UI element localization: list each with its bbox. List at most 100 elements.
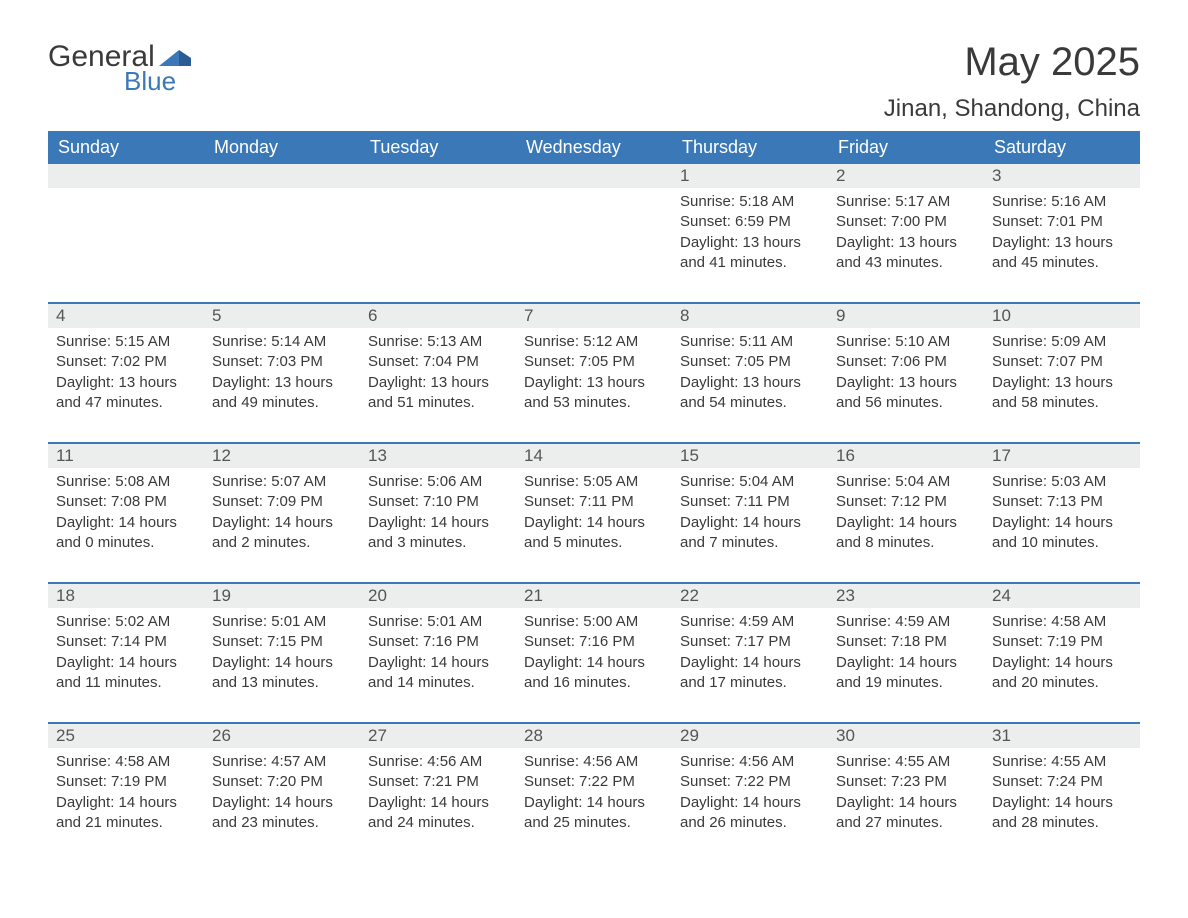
day-number: 19: [204, 583, 360, 608]
sunrise-line: Sunrise: 4:56 AM: [368, 752, 508, 772]
daylight-line-2: and 47 minutes.: [56, 393, 196, 413]
day-info-cell: Sunrise: 5:01 AMSunset: 7:15 PMDaylight:…: [204, 608, 360, 701]
daylight-line-1: Daylight: 14 hours: [680, 793, 820, 813]
day-number: 13: [360, 443, 516, 468]
daylight-line-2: and 58 minutes.: [992, 393, 1132, 413]
day-info-row: Sunrise: 5:08 AMSunset: 7:08 PMDaylight:…: [48, 468, 1140, 561]
daylight-line-1: Daylight: 14 hours: [836, 793, 976, 813]
sunset-line: Sunset: 7:03 PM: [212, 352, 352, 372]
sunrise-line: Sunrise: 5:04 AM: [680, 472, 820, 492]
daylight-line-1: Daylight: 13 hours: [368, 373, 508, 393]
daylight-line-2: and 17 minutes.: [680, 673, 820, 693]
daylight-line-2: and 21 minutes.: [56, 813, 196, 833]
day-info-row: Sunrise: 5:18 AMSunset: 6:59 PMDaylight:…: [48, 188, 1140, 281]
day-info-cell: Sunrise: 5:09 AMSunset: 7:07 PMDaylight:…: [984, 328, 1140, 421]
day-info-cell: Sunrise: 4:55 AMSunset: 7:24 PMDaylight:…: [984, 748, 1140, 841]
day-info-cell: Sunrise: 5:01 AMSunset: 7:16 PMDaylight:…: [360, 608, 516, 701]
empty-day-info: [360, 188, 516, 281]
sunset-line: Sunset: 7:02 PM: [56, 352, 196, 372]
day-header-tuesday: Tuesday: [360, 131, 516, 164]
day-info-row: Sunrise: 4:58 AMSunset: 7:19 PMDaylight:…: [48, 748, 1140, 841]
day-number-row: 18192021222324: [48, 583, 1140, 608]
daylight-line-1: Daylight: 13 hours: [680, 233, 820, 253]
sunset-line: Sunset: 7:22 PM: [680, 772, 820, 792]
sunset-line: Sunset: 7:09 PM: [212, 492, 352, 512]
spacer-cell: [48, 281, 1140, 303]
page-header: General Blue May 2025 Jinan, Shandong, C…: [48, 40, 1140, 123]
day-number: 31: [984, 723, 1140, 748]
sunset-line: Sunset: 7:19 PM: [992, 632, 1132, 652]
daylight-line-2: and 0 minutes.: [56, 533, 196, 553]
daylight-line-2: and 43 minutes.: [836, 253, 976, 273]
sunset-line: Sunset: 7:07 PM: [992, 352, 1132, 372]
sunset-line: Sunset: 6:59 PM: [680, 212, 820, 232]
daylight-line-1: Daylight: 14 hours: [56, 513, 196, 533]
day-number: 23: [828, 583, 984, 608]
daylight-line-2: and 26 minutes.: [680, 813, 820, 833]
calendar-day-header: Sunday Monday Tuesday Wednesday Thursday…: [48, 131, 1140, 164]
daylight-line-1: Daylight: 13 hours: [992, 373, 1132, 393]
sunrise-line: Sunrise: 5:12 AM: [524, 332, 664, 352]
day-number: 8: [672, 303, 828, 328]
day-number: 15: [672, 443, 828, 468]
day-number: 3: [984, 164, 1140, 188]
sunrise-line: Sunrise: 4:57 AM: [212, 752, 352, 772]
sunset-line: Sunset: 7:01 PM: [992, 212, 1132, 232]
day-info-cell: Sunrise: 4:56 AMSunset: 7:21 PMDaylight:…: [360, 748, 516, 841]
daylight-line-1: Daylight: 14 hours: [368, 653, 508, 673]
daylight-line-2: and 13 minutes.: [212, 673, 352, 693]
day-header-monday: Monday: [204, 131, 360, 164]
day-info-cell: Sunrise: 4:56 AMSunset: 7:22 PMDaylight:…: [672, 748, 828, 841]
sunset-line: Sunset: 7:20 PM: [212, 772, 352, 792]
sunset-line: Sunset: 7:11 PM: [680, 492, 820, 512]
daylight-line-1: Daylight: 14 hours: [368, 793, 508, 813]
sunrise-line: Sunrise: 5:08 AM: [56, 472, 196, 492]
sunrise-line: Sunrise: 5:16 AM: [992, 192, 1132, 212]
sunrise-line: Sunrise: 5:01 AM: [368, 612, 508, 632]
sunset-line: Sunset: 7:23 PM: [836, 772, 976, 792]
sunset-line: Sunset: 7:22 PM: [524, 772, 664, 792]
sunset-line: Sunset: 7:19 PM: [56, 772, 196, 792]
day-info-cell: Sunrise: 4:58 AMSunset: 7:19 PMDaylight:…: [48, 748, 204, 841]
daylight-line-2: and 11 minutes.: [56, 673, 196, 693]
sunrise-line: Sunrise: 5:03 AM: [992, 472, 1132, 492]
sunrise-line: Sunrise: 4:55 AM: [992, 752, 1132, 772]
sunrise-line: Sunrise: 4:56 AM: [524, 752, 664, 772]
daylight-line-1: Daylight: 14 hours: [212, 653, 352, 673]
day-number: 27: [360, 723, 516, 748]
day-info-cell: Sunrise: 4:55 AMSunset: 7:23 PMDaylight:…: [828, 748, 984, 841]
sunrise-line: Sunrise: 5:02 AM: [56, 612, 196, 632]
daylight-line-1: Daylight: 13 hours: [836, 373, 976, 393]
day-number: 5: [204, 303, 360, 328]
empty-day-number: [360, 164, 516, 188]
daylight-line-2: and 19 minutes.: [836, 673, 976, 693]
logo: General Blue: [48, 40, 191, 97]
day-info-cell: Sunrise: 5:16 AMSunset: 7:01 PMDaylight:…: [984, 188, 1140, 281]
daylight-line-1: Daylight: 14 hours: [56, 653, 196, 673]
day-info-cell: Sunrise: 5:02 AMSunset: 7:14 PMDaylight:…: [48, 608, 204, 701]
daylight-line-1: Daylight: 14 hours: [680, 653, 820, 673]
day-number: 25: [48, 723, 204, 748]
day-number: 11: [48, 443, 204, 468]
daylight-line-1: Daylight: 14 hours: [368, 513, 508, 533]
daylight-line-1: Daylight: 14 hours: [56, 793, 196, 813]
sunrise-line: Sunrise: 5:18 AM: [680, 192, 820, 212]
day-header-thursday: Thursday: [672, 131, 828, 164]
empty-day-number: [204, 164, 360, 188]
sunset-line: Sunset: 7:14 PM: [56, 632, 196, 652]
day-number: 21: [516, 583, 672, 608]
daylight-line-1: Daylight: 14 hours: [524, 793, 664, 813]
sunset-line: Sunset: 7:13 PM: [992, 492, 1132, 512]
day-number: 6: [360, 303, 516, 328]
daylight-line-1: Daylight: 14 hours: [836, 653, 976, 673]
day-info-cell: Sunrise: 4:58 AMSunset: 7:19 PMDaylight:…: [984, 608, 1140, 701]
daylight-line-1: Daylight: 14 hours: [992, 653, 1132, 673]
sunrise-line: Sunrise: 4:56 AM: [680, 752, 820, 772]
day-number: 26: [204, 723, 360, 748]
sunrise-line: Sunrise: 4:55 AM: [836, 752, 976, 772]
sunset-line: Sunset: 7:12 PM: [836, 492, 976, 512]
day-info-cell: Sunrise: 5:10 AMSunset: 7:06 PMDaylight:…: [828, 328, 984, 421]
sunset-line: Sunset: 7:06 PM: [836, 352, 976, 372]
day-info-cell: Sunrise: 5:05 AMSunset: 7:11 PMDaylight:…: [516, 468, 672, 561]
daylight-line-2: and 10 minutes.: [992, 533, 1132, 553]
